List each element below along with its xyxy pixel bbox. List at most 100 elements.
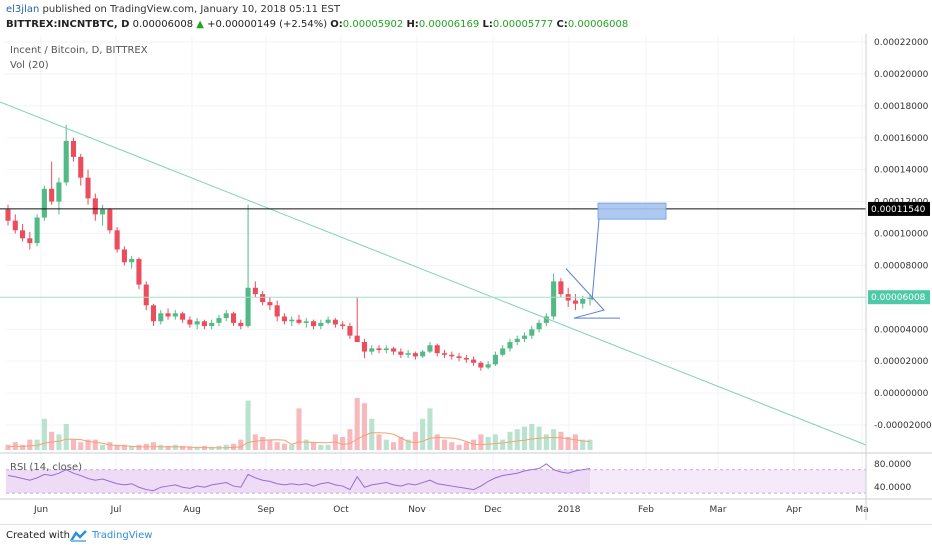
price-tick-label: 0.00022000 xyxy=(874,38,929,48)
time-tick-label: Ma xyxy=(855,505,868,515)
candle-body xyxy=(129,259,135,263)
axes: 0.00022000 0.00020000 0.00018000 0.00016000… xyxy=(0,34,932,520)
candle-body xyxy=(252,287,258,295)
candle-body xyxy=(536,322,542,330)
chart-header: el3jlan published on TradingView.com, Ja… xyxy=(0,0,932,34)
volume-bar xyxy=(311,442,317,450)
candle-body xyxy=(521,335,528,339)
candle-body xyxy=(143,284,149,306)
candle-body xyxy=(456,356,462,358)
volume-bar xyxy=(289,444,295,450)
candle xyxy=(238,319,244,330)
candle xyxy=(463,354,469,363)
candle-body xyxy=(12,220,18,231)
volume-bar xyxy=(376,434,382,450)
volume-bar xyxy=(521,426,528,450)
candle-body xyxy=(172,313,178,317)
candle xyxy=(121,246,127,266)
ohlc-line: BITTREX:INCNTBTC, D 0.00006008 ▲ +0.0000… xyxy=(6,19,628,30)
volume-bar xyxy=(412,431,418,450)
candle xyxy=(369,345,375,355)
rsi-tick-label: 40.0000 xyxy=(874,483,911,493)
candle-body xyxy=(107,209,113,231)
tradingview-brand-link[interactable]: TradingView xyxy=(92,530,153,541)
candle-body xyxy=(289,319,295,322)
price-tick-label: 0.00008000 xyxy=(874,261,929,271)
candle xyxy=(150,303,157,327)
candle xyxy=(5,204,11,226)
candle-body xyxy=(318,322,324,327)
rsi-label: RSI (14, close) xyxy=(10,462,83,473)
volume-bar xyxy=(463,442,469,450)
candle-body xyxy=(114,230,120,250)
candle-body xyxy=(303,321,309,323)
candle xyxy=(20,223,26,242)
candle xyxy=(478,361,484,371)
candle xyxy=(412,351,418,360)
candle-body xyxy=(20,230,26,239)
volume-bar xyxy=(551,429,557,450)
candle xyxy=(100,204,106,226)
candle xyxy=(136,257,142,290)
candle-body xyxy=(34,217,40,244)
candle xyxy=(27,231,33,250)
volume-bar xyxy=(572,434,578,450)
volume-bar xyxy=(41,418,47,450)
candle-body xyxy=(92,198,98,215)
candle-body xyxy=(340,324,346,327)
volume-bar xyxy=(434,434,440,450)
rsi-band-extended xyxy=(590,469,866,494)
candle-body xyxy=(354,335,360,343)
high-label: H: xyxy=(406,19,419,30)
volume-bar xyxy=(485,437,491,450)
candle-body xyxy=(485,364,491,368)
candle-body xyxy=(478,362,484,368)
candle xyxy=(180,311,186,323)
volume-bar xyxy=(70,439,77,450)
candle xyxy=(223,310,229,322)
candle xyxy=(492,351,498,366)
candle xyxy=(456,353,462,362)
volume-bar xyxy=(27,439,33,450)
candle-body xyxy=(216,318,222,323)
candle xyxy=(500,345,506,357)
candle xyxy=(172,310,178,320)
volume-bar xyxy=(580,439,586,450)
price-chart[interactable]: 0.00022000 0.00020000 0.00018000 0.00016000… xyxy=(0,34,932,524)
candle-body xyxy=(580,298,586,304)
candle xyxy=(325,316,331,325)
candle xyxy=(558,278,564,298)
volume-bar xyxy=(150,442,157,450)
candle-body xyxy=(56,182,62,202)
candle-body xyxy=(376,348,382,350)
volume-bar xyxy=(172,444,178,450)
volume-bar xyxy=(347,429,353,450)
candle-body xyxy=(383,348,389,350)
tradingview-logo-icon xyxy=(70,530,87,542)
volume-bar xyxy=(456,444,462,450)
volume-bar xyxy=(267,439,273,450)
candle-body xyxy=(463,357,469,360)
candle xyxy=(245,204,251,328)
volume-bar xyxy=(20,444,26,450)
volume-bar xyxy=(252,434,258,450)
candle-body xyxy=(441,353,448,355)
volume-bar xyxy=(165,445,171,450)
candle-body xyxy=(165,313,171,317)
author-link[interactable]: el3jlan xyxy=(6,4,40,15)
time-tick-label: Nov xyxy=(408,505,426,515)
candle xyxy=(514,335,520,346)
created-with-text: Created with xyxy=(6,530,70,541)
candle-body xyxy=(245,287,251,327)
candle xyxy=(216,314,222,327)
candle-body xyxy=(325,319,331,323)
candle-body xyxy=(572,300,578,304)
candle-body xyxy=(201,321,207,327)
volume-bar xyxy=(296,408,302,450)
volume-bar xyxy=(114,444,120,450)
time-tick-label: Mar xyxy=(710,505,727,515)
candle xyxy=(114,227,120,253)
candles xyxy=(5,124,593,371)
candle xyxy=(56,177,62,215)
candle xyxy=(551,273,557,320)
